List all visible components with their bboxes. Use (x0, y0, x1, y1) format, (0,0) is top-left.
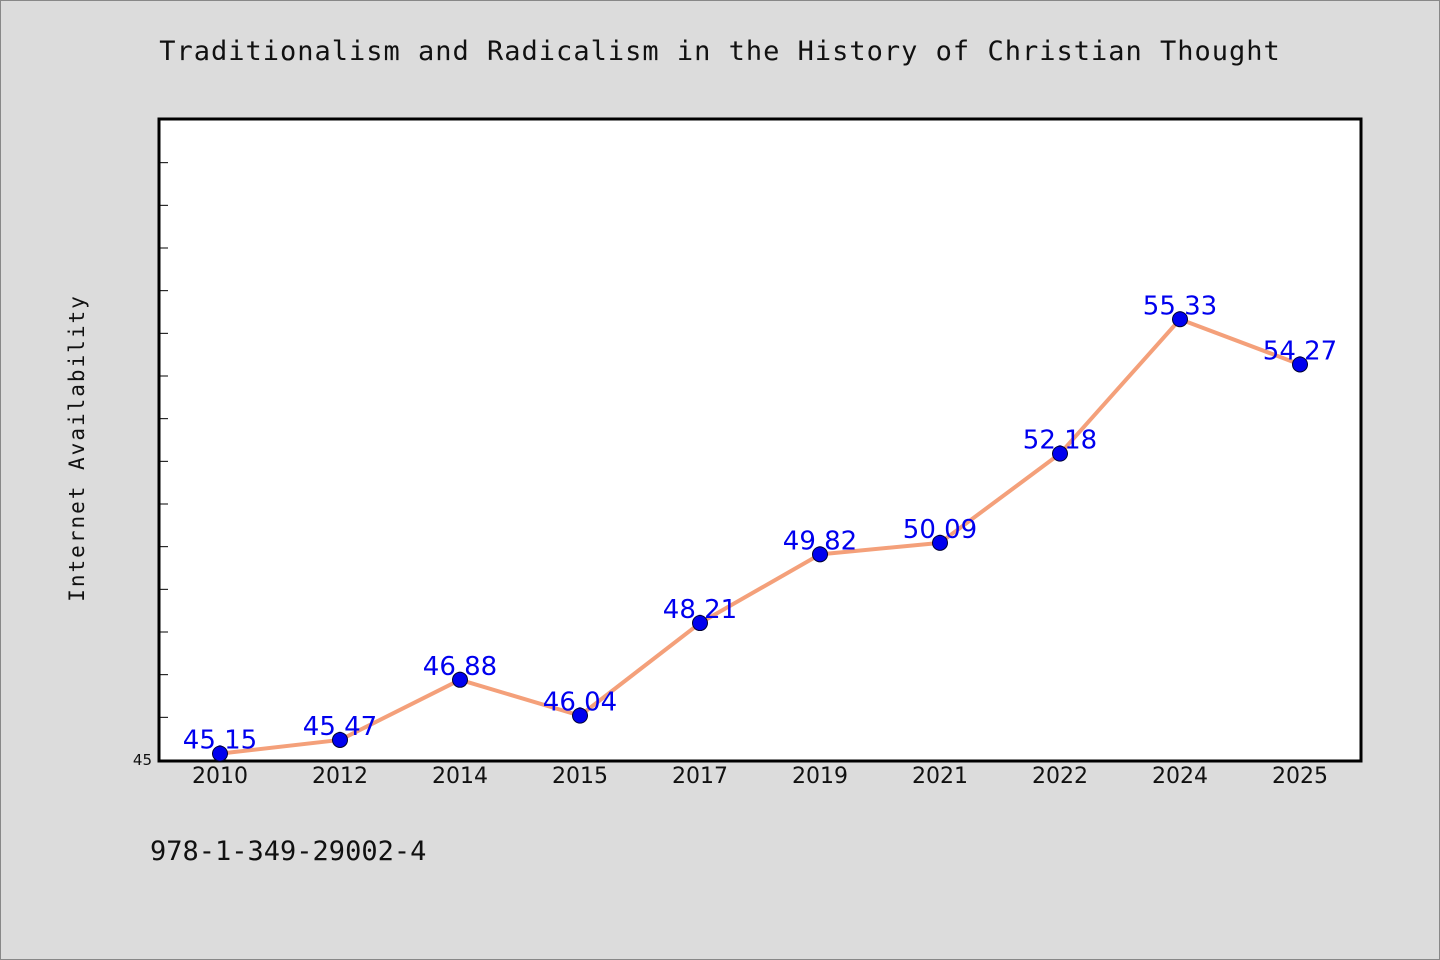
x-tick-label: 2021 (912, 764, 968, 789)
data-point (452, 671, 468, 688)
data-point (572, 707, 588, 724)
x-tick-label: 2022 (1032, 764, 1088, 789)
data-point (1052, 445, 1068, 462)
x-tick-label: 2025 (1272, 764, 1328, 789)
x-axis-ticks: 2010 2012 2014 2015 2017 2019 2021 2022 2024 2025 (192, 764, 1328, 789)
data-point (1292, 356, 1308, 373)
series-line (218, 317, 1302, 756)
isbn-code: 978-1-349-29002-4 (150, 836, 427, 867)
data-point (332, 731, 348, 748)
x-tick-label: 2024 (1152, 764, 1208, 789)
data-point (212, 745, 228, 762)
x-tick-label: 2010 (192, 764, 248, 789)
plot-area (157, 117, 1363, 763)
data-point (932, 534, 948, 551)
x-tick-label: 2019 (792, 764, 848, 789)
data-point (812, 546, 828, 563)
data-point (692, 615, 708, 632)
x-tick-label: 2017 (672, 764, 728, 789)
data-point (1172, 311, 1188, 328)
x-tick-label: 2012 (312, 764, 368, 789)
chart-title: Traditionalism and Radicalism in the His… (159, 36, 1281, 67)
x-tick-label: 2015 (552, 764, 608, 789)
x-tick-label: 2014 (432, 764, 488, 789)
y-axis-ticks: 45 (133, 162, 168, 769)
y-tick-label: 45 (133, 751, 152, 769)
